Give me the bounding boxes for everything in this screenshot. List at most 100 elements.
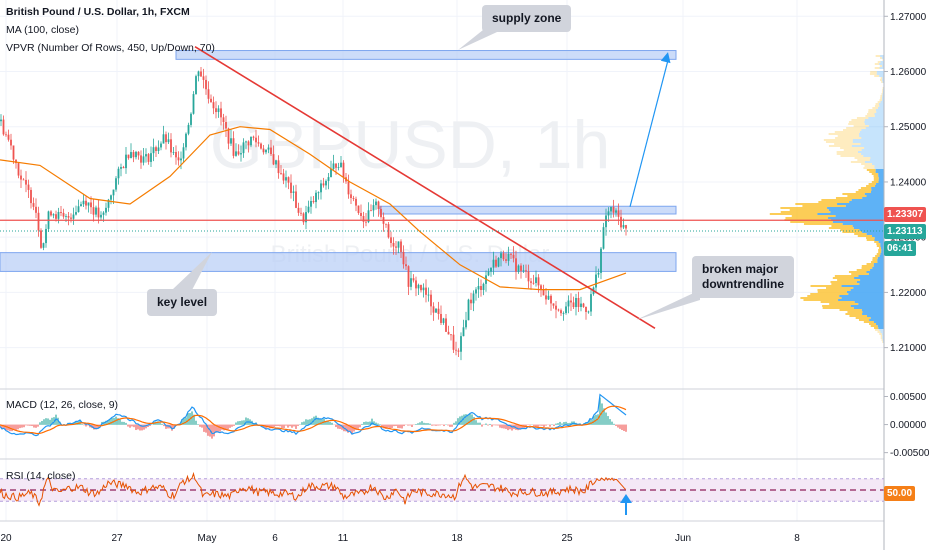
candle-body (507, 253, 510, 261)
volume-bar-down (878, 251, 882, 253)
macd-histogram-bar (507, 424, 509, 431)
macd-legend[interactable]: MACD (12, 26, close, 9) (6, 399, 119, 411)
volume-bar-down (847, 195, 867, 197)
candle-body (460, 336, 462, 352)
volume-bar-up (877, 325, 884, 327)
candle-body (582, 303, 585, 307)
volume-bar-up (880, 331, 884, 333)
macd-histogram-bar (193, 414, 195, 425)
macd-histogram-bar (359, 424, 361, 428)
candle-body (332, 163, 335, 169)
candle-body (562, 313, 565, 314)
volume-bar-down (860, 187, 872, 189)
candle-body (535, 277, 537, 284)
volume-bar-up (876, 71, 884, 73)
volume-bar-down (880, 57, 882, 59)
macd-histogram-bar (165, 424, 167, 429)
macd-histogram-bar (403, 424, 405, 427)
macd-histogram-bar (617, 424, 619, 428)
volume-bar-down (802, 205, 846, 207)
volume-bar-down (871, 173, 879, 175)
volume-bar-up (859, 229, 884, 231)
macd-histogram-bar (241, 420, 243, 425)
macd-histogram-bar (309, 419, 311, 425)
candle-body (457, 350, 460, 352)
macd-histogram-bar (539, 424, 541, 426)
volume-bar-up (827, 207, 884, 209)
macd-histogram-bar (409, 424, 411, 426)
macd-histogram-bar (373, 421, 375, 425)
macd-histogram-bar (233, 424, 235, 426)
key-level-callout[interactable]: key level (147, 289, 218, 316)
macd-histogram-bar (315, 415, 317, 425)
macd-histogram-bar (23, 424, 25, 428)
vpvr-legend[interactable]: VPVR (Number Of Rows, 450, Up/Down, 70) (6, 42, 215, 54)
candle-body (57, 211, 60, 219)
volume-bar-down (873, 179, 879, 181)
macd-histogram-bar (505, 424, 507, 429)
candle-body (237, 151, 240, 155)
macd-histogram-bar (127, 424, 129, 427)
candle-body (42, 243, 45, 248)
volume-bar-down (879, 333, 882, 335)
candle-body (182, 147, 185, 159)
volume-bar-down (878, 247, 882, 249)
candle-body (145, 154, 147, 157)
volume-bar-down (821, 199, 852, 201)
volume-bar-up (863, 155, 884, 157)
volume-bar-up (882, 97, 884, 99)
volume-bar-up (866, 233, 884, 235)
macd-histogram-bar (123, 421, 125, 425)
macd-histogram-bar (139, 424, 141, 431)
broken-trend-callout[interactable]: broken major downtrendline (692, 256, 794, 298)
candle-body (50, 211, 52, 216)
volume-bar-down (861, 267, 873, 269)
macd-histogram-bar (125, 422, 127, 425)
downtrend-line[interactable] (194, 45, 656, 329)
time-axis[interactable]: 20 27 May 6 11 18 25 Jun 8 (0, 533, 800, 544)
candle-body (75, 212, 77, 215)
volume-bar-down (817, 289, 851, 291)
volume-bar-up (845, 205, 884, 207)
candle-body (512, 254, 515, 259)
macd-histogram-bar (455, 421, 457, 425)
macd-histogram-bar (273, 424, 275, 427)
supply-zone-callout[interactable]: supply zone (482, 5, 572, 32)
volume-bar-down (881, 81, 883, 83)
volume-bar-up (877, 259, 884, 261)
candle-body (312, 200, 315, 203)
volume-bar-down (857, 235, 873, 237)
candle-body (122, 167, 125, 169)
candle-body (517, 265, 520, 272)
supply-zone-pointer (458, 26, 510, 50)
macd-histogram-bar (389, 424, 391, 429)
volume-bar-up (882, 77, 884, 79)
macd-histogram-bar (145, 424, 147, 429)
macd-histogram-bar (603, 408, 605, 425)
macd-histogram-bar (487, 424, 489, 426)
macd-histogram-bar (311, 418, 313, 425)
rsi-legend[interactable]: RSI (14, close) (6, 470, 76, 482)
candle-body (607, 211, 610, 216)
macd-histogram-bar (407, 424, 409, 426)
candle-body (465, 320, 467, 328)
volume-bar-up (875, 109, 884, 111)
macd-histogram-bar (187, 413, 189, 425)
ma-legend[interactable]: MA (100, close) (6, 24, 79, 36)
macd-histogram-bar (211, 424, 213, 439)
macd-histogram-bar (395, 424, 397, 426)
projection-arrow[interactable] (629, 52, 671, 207)
candle-body (390, 237, 392, 243)
volume-bar-up (869, 159, 884, 161)
macd-histogram-bar (457, 418, 459, 425)
macd-histogram-bar (401, 424, 403, 429)
macd-histogram-bar (271, 424, 273, 429)
volume-bar-down (871, 181, 879, 183)
candle-body (452, 334, 455, 350)
volume-bar-up (830, 211, 884, 213)
macd-histogram-bar (613, 423, 615, 425)
macd-histogram-bar (443, 424, 445, 427)
candle-body (575, 297, 577, 308)
rsi-level-tag: 50.00 (884, 486, 916, 501)
